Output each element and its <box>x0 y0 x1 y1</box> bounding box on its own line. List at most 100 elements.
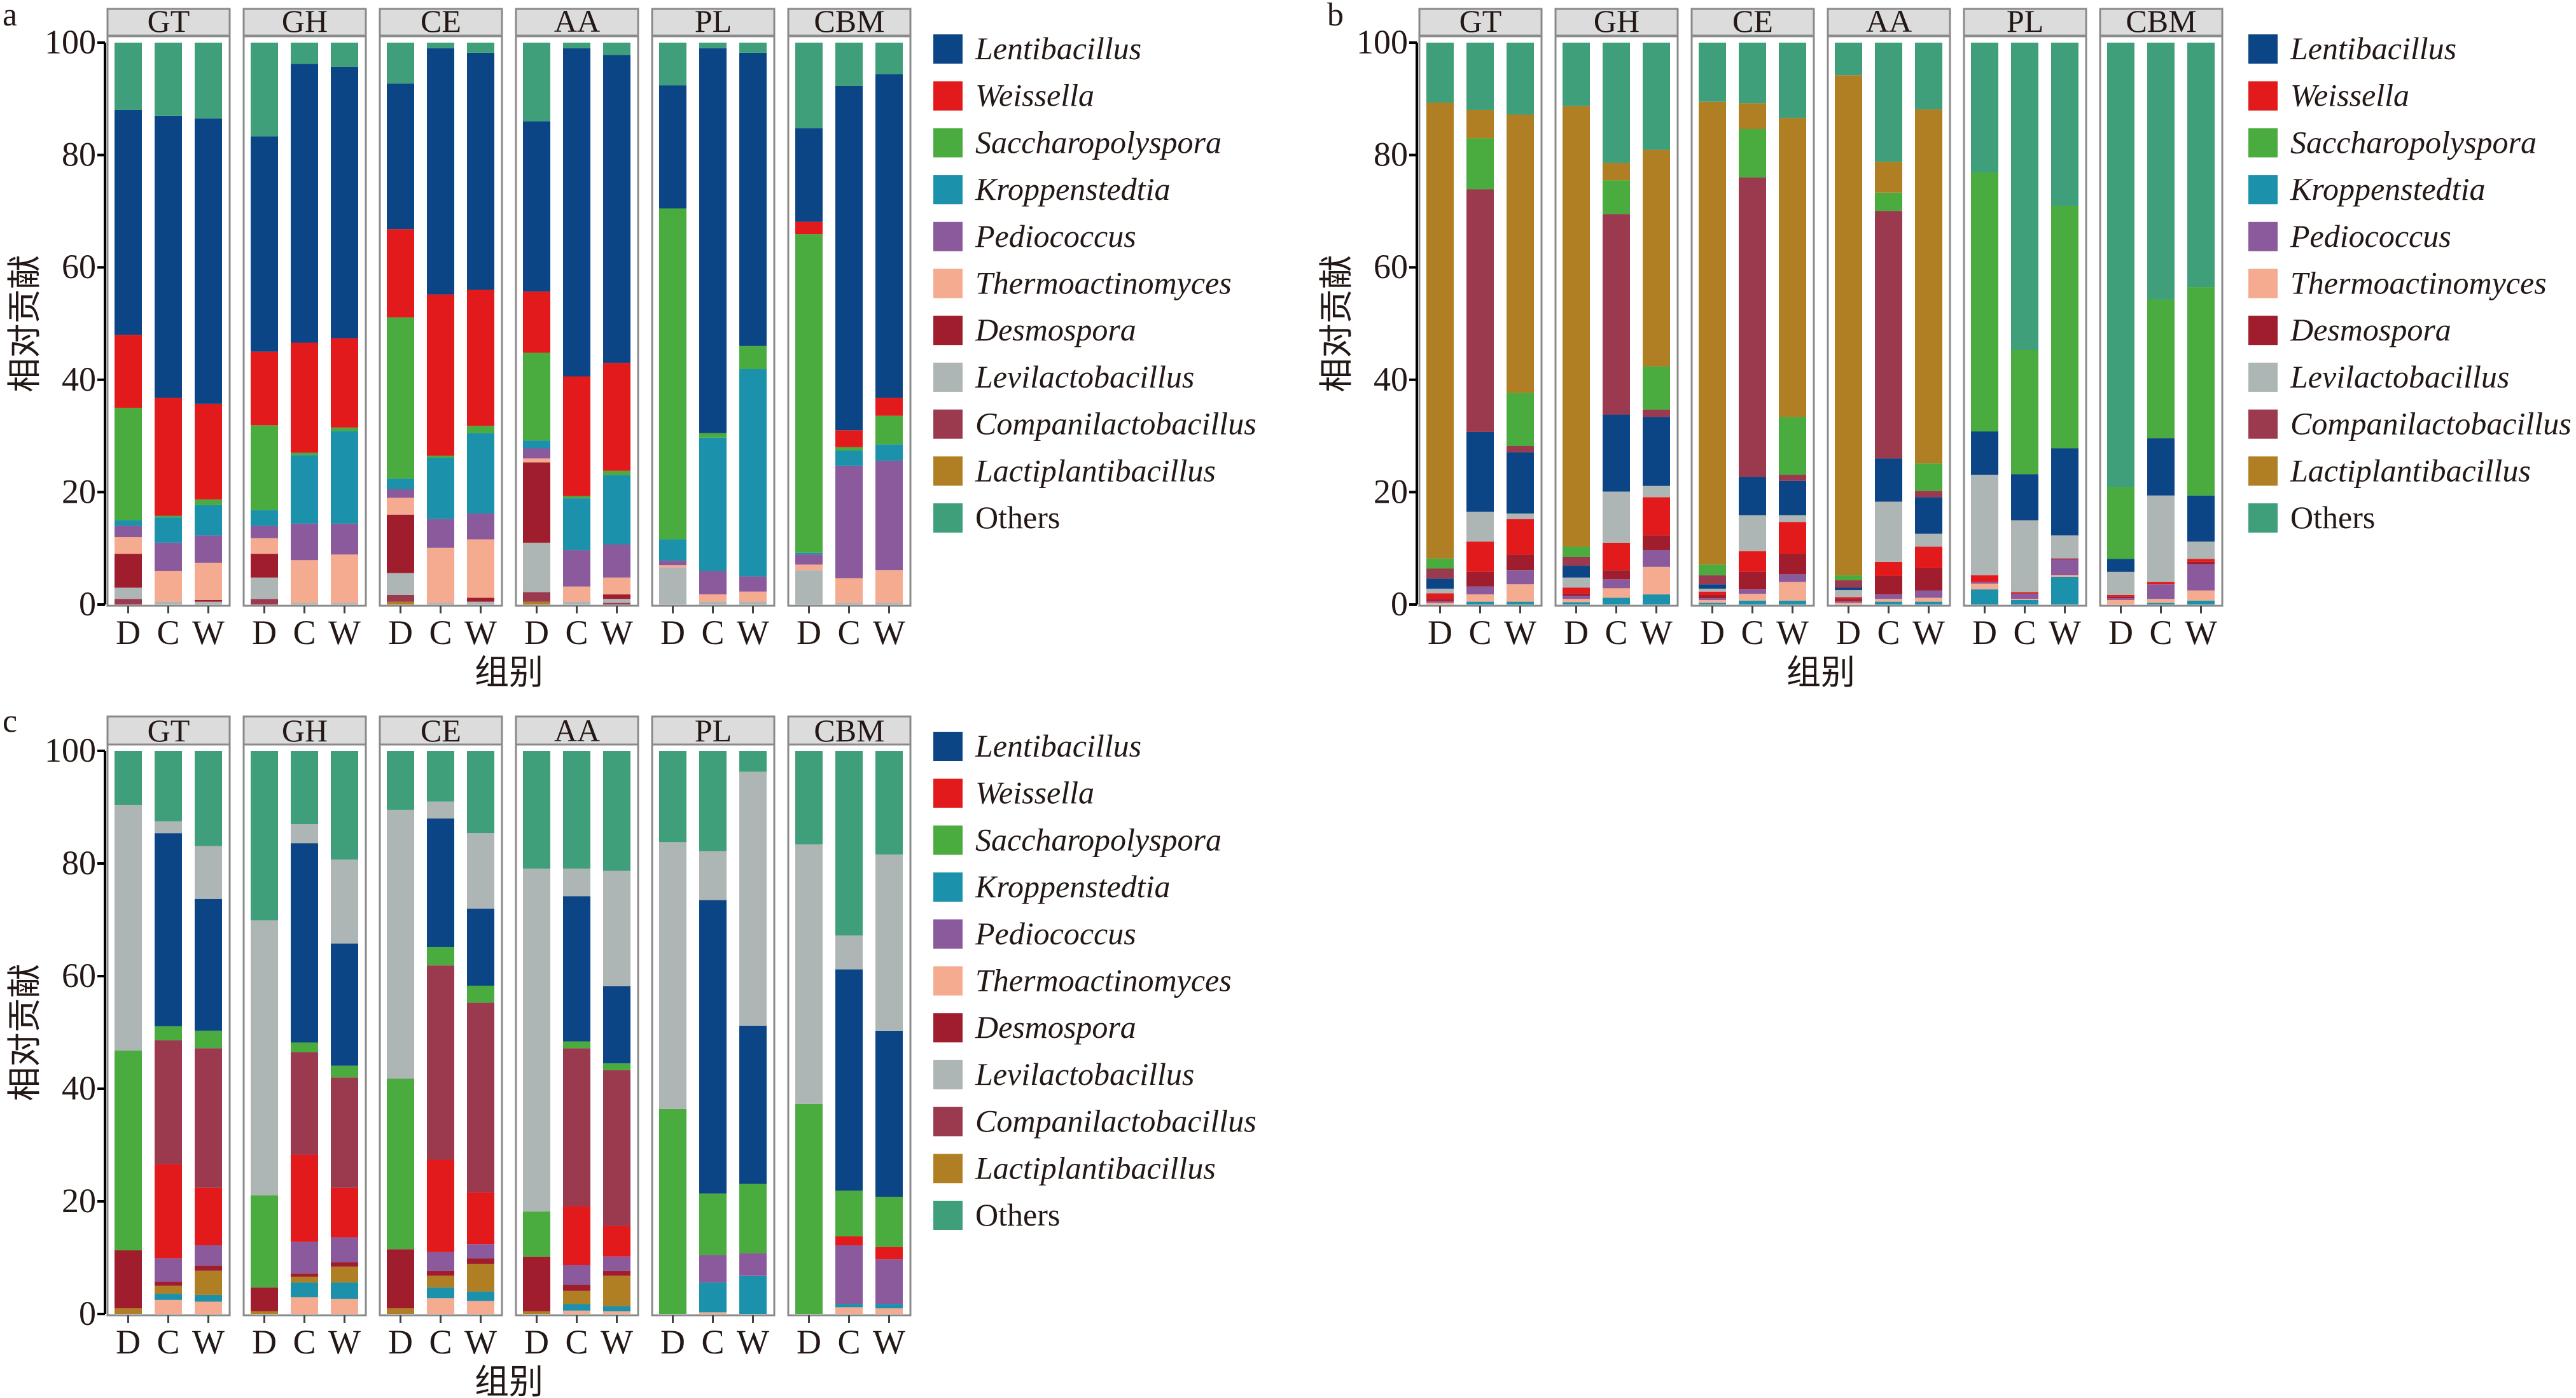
bar-segment-weissella <box>603 1226 630 1257</box>
facet-label: AA <box>1866 3 1912 39</box>
bar-segment-thermoactinomyces <box>1915 598 1942 602</box>
bar-segment-weissella <box>1835 597 1862 599</box>
facet-label: GT <box>1459 3 1502 39</box>
bar-segment-pediococcus <box>331 523 358 555</box>
bar-segment-others <box>1835 43 1862 76</box>
bar-segment-desmospora <box>563 1284 590 1291</box>
bar-segment-thermoactinomyces <box>739 591 767 602</box>
legend-item: Saccharopolyspora <box>2248 124 2537 160</box>
bar-segment-thermoactinomyces <box>195 1301 222 1314</box>
legend-label: Others <box>975 1197 1060 1233</box>
bar-segment-lentibacillus <box>115 109 142 335</box>
x-tick-label: W <box>601 613 633 652</box>
bar-segment-pediococcus <box>603 544 630 578</box>
facet-label: GT <box>148 3 190 39</box>
legend-item: Lentibacillus <box>933 31 1141 66</box>
bar-segment-others <box>1426 43 1454 103</box>
y-tick-label: 0 <box>79 1294 96 1332</box>
bar-segment-lentibacillus <box>1915 497 1942 534</box>
bar-segment-saccharopolyspora <box>563 496 590 499</box>
legend-item: Levilactobacillus <box>2248 359 2509 395</box>
legend-item: Kroppenstedtia <box>933 869 1170 904</box>
legend-label: Levilactobacillus <box>975 359 1194 395</box>
bar-segment-others <box>251 43 278 137</box>
bar-segment-weissella <box>331 338 358 428</box>
bar-segment-thermoactinomyces <box>659 565 686 568</box>
bar-segment-thermoactinomyces <box>2187 590 2215 601</box>
bar-segment-lentibacillus <box>1739 477 1766 515</box>
bar-segment-thermoactinomyces <box>387 498 414 515</box>
bar-segment-levilactobacillus <box>2147 495 2175 582</box>
bar-segment-lentibacillus <box>875 74 903 398</box>
panel-letter: a <box>3 0 17 33</box>
facet-strip <box>1554 8 1679 37</box>
bar-segment-pediococcus <box>563 550 590 587</box>
bar-segment-others <box>795 751 823 844</box>
bar-segment-levilactobacillus <box>659 567 686 605</box>
bar-segment-levilactobacillus <box>1507 513 1534 519</box>
bar-segment-saccharopolyspora <box>699 433 727 438</box>
bar-segment-levilactobacillus <box>835 935 863 970</box>
bar-segment-weissella <box>467 290 494 426</box>
bar-segment-lactiplantibacillus <box>467 1264 494 1292</box>
bar-segment-others <box>795 43 823 129</box>
x-tick-label: C <box>1741 613 1764 652</box>
bar-segment-others <box>659 751 686 842</box>
legend-swatch <box>933 362 963 392</box>
legend-swatch <box>933 34 963 64</box>
bar-segment-saccharopolyspora <box>195 499 222 505</box>
bar-segment-levilactobacillus <box>387 573 414 595</box>
bar-segment-thermoactinomyces <box>1507 584 1534 602</box>
bar-segment-companilactobacillus <box>1739 177 1766 477</box>
bar-segment-lentibacillus <box>1603 414 1630 492</box>
x-tick-label: W <box>464 1323 497 1361</box>
bar-segment-others <box>739 43 767 53</box>
legend: Lentibacillus Weissella Saccharopolyspora K… <box>933 31 1257 535</box>
bar-segment-kroppenstedtia <box>467 433 494 514</box>
legend-swatch <box>933 778 963 808</box>
bar-segment-lactiplantibacillus <box>563 1290 590 1304</box>
legend-item: Levilactobacillus <box>933 359 1194 395</box>
legend-swatch <box>933 456 963 486</box>
bar-segment-saccharopolyspora <box>699 1193 727 1255</box>
y-tick-label: 40 <box>1374 360 1408 398</box>
x-tick-label: D <box>1428 613 1452 652</box>
bar-segment-kroppenstedtia <box>195 505 222 536</box>
bar-segment-lentibacillus <box>291 64 318 343</box>
bar-segment-thermoactinomyces <box>427 547 454 603</box>
legend-swatch <box>933 1059 963 1089</box>
bar-segment-others <box>331 43 358 67</box>
bar-segment-lentibacillus <box>563 48 590 377</box>
bar-segment-levilactobacillus <box>1915 533 1942 547</box>
bar-segment-pediococcus <box>427 519 454 548</box>
bar-segment-pediococcus <box>291 1241 318 1274</box>
bar-segment-others <box>1643 43 1670 150</box>
bar-segment-kroppenstedtia <box>291 455 318 524</box>
bar-segment-saccharopolyspora <box>659 1108 686 1314</box>
x-tick-label: W <box>873 1323 905 1361</box>
bar-segment-saccharopolyspora <box>1971 172 1998 432</box>
bar-segment-others <box>115 43 142 110</box>
bar-segment-lentibacillus <box>331 943 358 1066</box>
legend-label: Lentibacillus <box>975 728 1141 764</box>
bar-segment-others <box>195 751 222 846</box>
bar-segment-pediococcus <box>467 1244 494 1259</box>
facet-label: GT <box>148 713 190 748</box>
bar-segment-others <box>659 43 686 86</box>
bar-segment-levilactobacillus <box>331 603 358 605</box>
bar-segment-desmospora <box>251 1287 278 1311</box>
bar-segment-pediococcus <box>1643 550 1670 567</box>
bar-segment-lactiplantibacillus <box>1779 118 1806 417</box>
bar-segment-lentibacillus <box>195 898 222 1031</box>
bar-segment-companilactobacillus <box>563 1048 590 1206</box>
bar-segment-others <box>427 43 454 48</box>
facet-GT: GT D C W <box>106 713 231 1361</box>
bar-segment-desmospora <box>1426 599 1454 601</box>
bar-segment-pediococcus <box>1779 574 1806 582</box>
facet-CBM: CBM D C W <box>787 713 912 1361</box>
bar-segment-levilactobacillus <box>115 804 142 1051</box>
facet-label: PL <box>695 713 732 748</box>
bar-segment-kroppenstedtia <box>1875 601 1902 605</box>
bar-segment-kroppenstedtia <box>1466 601 1494 605</box>
facet-strip <box>651 715 776 746</box>
